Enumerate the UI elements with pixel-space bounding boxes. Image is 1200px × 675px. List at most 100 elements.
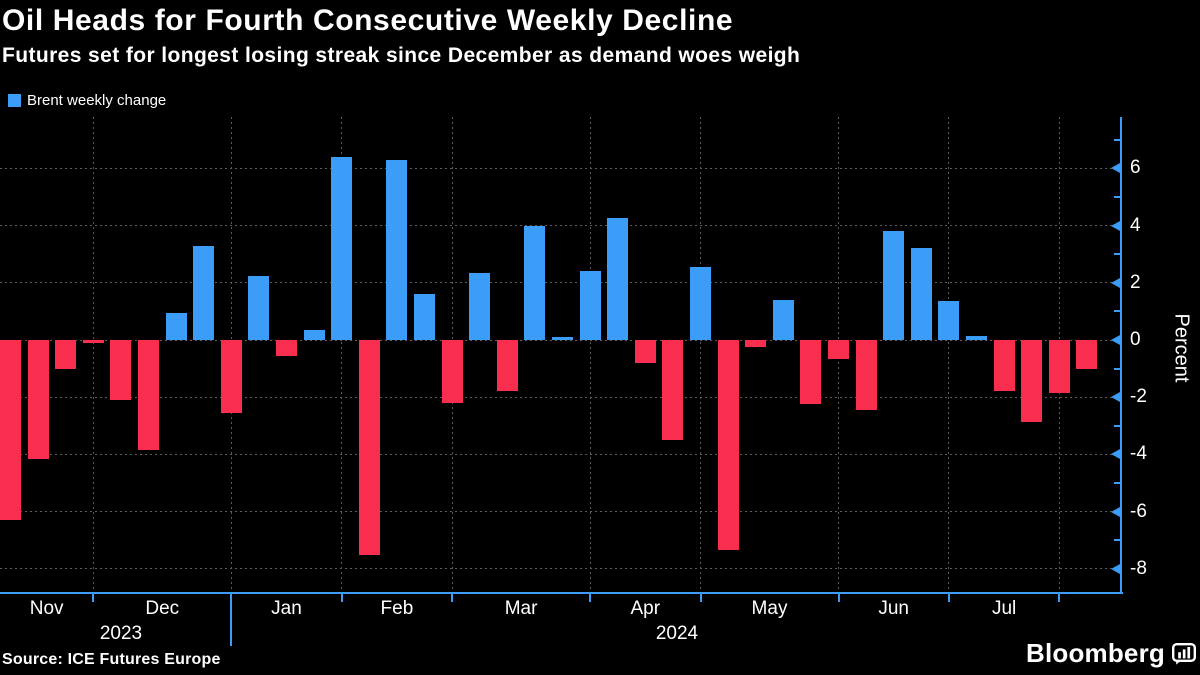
y-axis-tick-minor bbox=[1114, 310, 1120, 313]
gridline-horizontal bbox=[0, 396, 1121, 398]
y-axis-tick-major bbox=[1111, 163, 1120, 174]
bar-week-18 bbox=[469, 272, 491, 340]
y-axis-tick-label: -8 bbox=[1130, 557, 1147, 579]
gridline-vertical bbox=[948, 117, 950, 593]
bloomberg-logo: Bloomberg bbox=[1026, 638, 1196, 669]
bar-week-28 bbox=[745, 340, 767, 348]
bar-week-2 bbox=[27, 340, 49, 459]
bar-week-7 bbox=[165, 312, 187, 340]
bar-week-33 bbox=[883, 231, 905, 340]
x-axis-month-label: Jun bbox=[878, 598, 910, 619]
bar-week-19 bbox=[496, 340, 518, 392]
y-axis-tick-label: -4 bbox=[1130, 443, 1147, 465]
y-axis-tick-minor bbox=[1114, 424, 1120, 427]
bar-week-8 bbox=[193, 245, 215, 340]
x-axis-year-label: 2024 bbox=[655, 623, 699, 644]
y-axis-tick-major bbox=[1111, 506, 1120, 517]
x-axis-tick bbox=[230, 594, 233, 646]
bar-week-31 bbox=[828, 340, 849, 359]
legend-swatch-icon bbox=[8, 94, 21, 107]
y-axis-tick-minor bbox=[1114, 253, 1120, 256]
x-axis-month-label: Dec bbox=[145, 598, 180, 619]
gridline-horizontal bbox=[0, 282, 1121, 284]
y-axis-tick-major bbox=[1111, 277, 1120, 288]
gridline-horizontal bbox=[0, 453, 1121, 455]
bar-week-10 bbox=[248, 275, 270, 340]
x-axis-tick bbox=[340, 594, 343, 602]
y-axis-tick-major bbox=[1111, 563, 1120, 574]
bar-week-40 bbox=[1076, 340, 1098, 369]
bar-week-25 bbox=[662, 340, 684, 441]
chart-title: Oil Heads for Fourth Consecutive Weekly … bbox=[2, 4, 734, 37]
y-axis-tick-major bbox=[1111, 335, 1120, 345]
bar-week-29 bbox=[772, 299, 794, 340]
y-axis-tick-label: 2 bbox=[1130, 271, 1141, 293]
x-axis-tick bbox=[1058, 594, 1061, 602]
x-axis-year-label: 2023 bbox=[99, 623, 143, 644]
bar-week-24 bbox=[634, 340, 656, 363]
gridline-vertical bbox=[700, 117, 701, 593]
gridline-horizontal bbox=[0, 568, 1121, 570]
x-axis-month-label: Nov bbox=[29, 598, 64, 619]
chart-subtitle: Futures set for longest losing streak si… bbox=[2, 44, 801, 67]
gridline-vertical bbox=[589, 117, 591, 593]
y-axis-tick-minor bbox=[1114, 539, 1120, 542]
bar-week-14 bbox=[358, 340, 380, 555]
y-axis-tick-minor bbox=[1114, 367, 1120, 370]
x-axis-month-label: May bbox=[751, 598, 788, 619]
bar-week-30 bbox=[800, 340, 822, 405]
x-axis-tick bbox=[699, 594, 702, 602]
legend-label: Brent weekly change bbox=[27, 92, 167, 109]
legend: Brent weekly change bbox=[8, 92, 166, 109]
gridline-horizontal bbox=[0, 167, 1121, 169]
bar-week-38 bbox=[1021, 340, 1043, 422]
bar-week-35 bbox=[938, 301, 960, 340]
bar-week-13 bbox=[331, 156, 353, 340]
bar-week-34 bbox=[910, 248, 932, 340]
bar-week-21 bbox=[552, 337, 573, 340]
y-axis-tick-label: -2 bbox=[1130, 386, 1147, 408]
bar-week-26 bbox=[690, 267, 711, 340]
y-axis-tick-label: 0 bbox=[1130, 329, 1141, 350]
bar-week-22 bbox=[579, 271, 601, 340]
bar-week-1 bbox=[0, 340, 21, 521]
x-axis-tick bbox=[589, 594, 592, 602]
x-axis-tick bbox=[92, 594, 95, 602]
y-axis-tick-label: 4 bbox=[1130, 214, 1141, 236]
x-axis-month-label: Feb bbox=[380, 598, 414, 619]
x-axis-month-label: Jan bbox=[271, 598, 302, 619]
bar-week-15 bbox=[386, 159, 408, 340]
x-axis-tick bbox=[837, 594, 840, 602]
gridline-horizontal bbox=[0, 511, 1121, 513]
y-axis-tick-label: 6 bbox=[1130, 157, 1141, 179]
y-axis-tick-label: -6 bbox=[1130, 500, 1147, 522]
y-axis-line bbox=[1120, 117, 1122, 594]
bloomberg-wordmark: Bloomberg bbox=[1025, 638, 1165, 668]
bar-week-5 bbox=[110, 340, 132, 401]
bar-week-37 bbox=[993, 340, 1015, 392]
x-axis-tick bbox=[451, 594, 454, 602]
x-axis-month-label: Apr bbox=[630, 598, 661, 619]
x-axis-tick bbox=[947, 594, 950, 602]
y-axis-tick-minor bbox=[1114, 482, 1120, 484]
bar-week-3 bbox=[55, 340, 77, 369]
source-note: Source: ICE Futures Europe bbox=[2, 651, 221, 668]
y-axis-tick-minor bbox=[1114, 196, 1120, 198]
bar-week-20 bbox=[524, 225, 546, 340]
bar-week-36 bbox=[966, 335, 987, 340]
gridline-vertical bbox=[341, 117, 343, 593]
x-axis-month-label: Mar bbox=[504, 598, 538, 619]
bar-week-16 bbox=[414, 294, 435, 340]
bar-week-4 bbox=[82, 340, 104, 343]
bar-week-6 bbox=[138, 340, 159, 451]
bar-week-11 bbox=[276, 340, 297, 356]
x-axis-month-label: Jul bbox=[991, 598, 1017, 619]
bar-week-12 bbox=[303, 329, 325, 340]
gridline-horizontal bbox=[0, 225, 1121, 227]
y-axis-tick-minor bbox=[1114, 138, 1120, 141]
bar-week-39 bbox=[1048, 340, 1070, 393]
bar-week-9 bbox=[220, 340, 242, 413]
gridline-horizontal bbox=[0, 339, 1121, 341]
